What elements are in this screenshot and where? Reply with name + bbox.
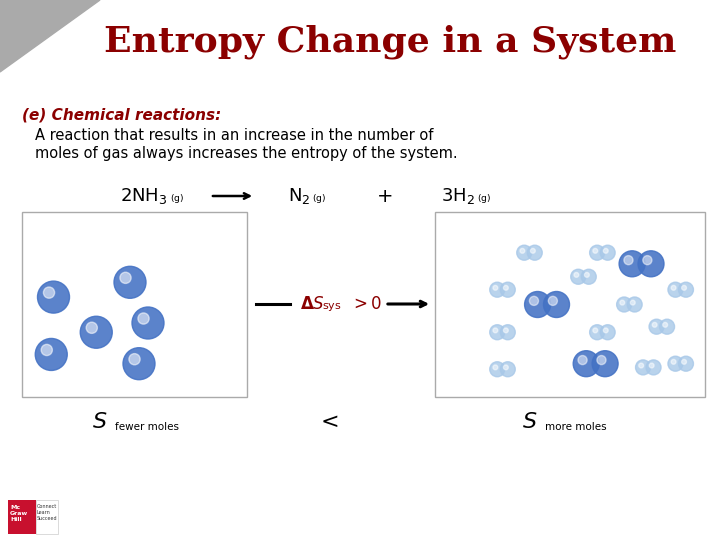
Text: fewer moles: fewer moles (115, 422, 179, 432)
Text: Connect
Learn
Succeed: Connect Learn Succeed (37, 504, 57, 521)
Circle shape (549, 296, 557, 306)
Circle shape (585, 273, 589, 277)
Circle shape (571, 269, 586, 284)
Text: moles of gas always increases the entropy of the system.: moles of gas always increases the entrop… (35, 146, 458, 161)
Text: (e) Chemical reactions:: (e) Chemical reactions: (22, 108, 221, 123)
Circle shape (120, 272, 131, 284)
Circle shape (660, 319, 675, 334)
Circle shape (114, 266, 146, 298)
Circle shape (671, 360, 676, 364)
Text: <: < (320, 412, 339, 432)
Circle shape (597, 355, 606, 364)
Text: Entropy Change in a System: Entropy Change in a System (104, 25, 676, 59)
Circle shape (636, 360, 651, 375)
Circle shape (590, 245, 605, 260)
Circle shape (578, 355, 587, 364)
Circle shape (682, 286, 686, 290)
Circle shape (544, 292, 570, 318)
Circle shape (527, 245, 542, 260)
Circle shape (593, 248, 598, 253)
Text: $\mathregular{_{(g)}}$: $\mathregular{_{(g)}}$ (170, 192, 184, 206)
Circle shape (503, 365, 508, 370)
Circle shape (490, 325, 505, 340)
Circle shape (649, 363, 654, 368)
Circle shape (490, 362, 505, 377)
Circle shape (616, 297, 631, 312)
Circle shape (500, 362, 516, 377)
Text: $\mathregular{N_2}$: $\mathregular{N_2}$ (287, 186, 310, 206)
Text: $\mathregular{_{(g)}}$: $\mathregular{_{(g)}}$ (312, 192, 326, 206)
Circle shape (624, 255, 633, 265)
Circle shape (520, 248, 525, 253)
Circle shape (503, 328, 508, 333)
Text: $\mathbf{\Delta}$$\mathit{S}$: $\mathbf{\Delta}$$\mathit{S}$ (300, 295, 325, 313)
Circle shape (123, 348, 155, 380)
Circle shape (525, 292, 551, 318)
Circle shape (620, 300, 625, 305)
Bar (35, 500, 58, 534)
Circle shape (80, 316, 112, 348)
Circle shape (86, 322, 97, 333)
Circle shape (590, 325, 605, 340)
Circle shape (631, 300, 635, 305)
Circle shape (671, 286, 676, 290)
Circle shape (493, 365, 498, 370)
Circle shape (574, 273, 579, 277)
Circle shape (490, 282, 505, 297)
Text: A reaction that results in an increase in the number of: A reaction that results in an increase i… (35, 128, 433, 143)
Text: $\mathit{S}$: $\mathit{S}$ (92, 411, 108, 433)
Text: $\mathregular{sys}$: $\mathregular{sys}$ (322, 301, 341, 313)
Circle shape (573, 350, 599, 377)
Text: $> 0$: $> 0$ (350, 295, 382, 313)
Circle shape (600, 325, 615, 340)
Circle shape (638, 251, 664, 277)
Circle shape (643, 255, 652, 265)
Bar (435, 212, 705, 397)
Circle shape (493, 286, 498, 290)
Circle shape (603, 248, 608, 253)
Circle shape (43, 287, 55, 298)
Circle shape (517, 245, 532, 260)
Circle shape (503, 286, 508, 290)
Circle shape (619, 251, 645, 277)
Bar (8, 500, 35, 534)
Circle shape (493, 328, 498, 333)
Circle shape (132, 307, 164, 339)
Circle shape (129, 354, 140, 365)
Circle shape (682, 360, 686, 364)
Circle shape (35, 339, 67, 370)
Bar (22, 212, 247, 397)
Circle shape (531, 248, 535, 253)
Circle shape (668, 356, 683, 371)
Circle shape (627, 297, 642, 312)
Circle shape (678, 282, 693, 297)
Circle shape (639, 363, 644, 368)
Circle shape (646, 360, 661, 375)
Circle shape (592, 350, 618, 377)
Circle shape (600, 245, 615, 260)
Circle shape (500, 282, 516, 297)
Text: $\mathregular{3H_2}$: $\mathregular{3H_2}$ (441, 186, 475, 206)
Circle shape (41, 345, 53, 355)
Polygon shape (0, 0, 100, 72)
Circle shape (603, 328, 608, 333)
Circle shape (652, 322, 657, 327)
Text: $\mathit{S}$: $\mathit{S}$ (522, 411, 538, 433)
Circle shape (678, 356, 693, 371)
Circle shape (668, 282, 683, 297)
Text: $\mathregular{2NH_3}$: $\mathregular{2NH_3}$ (120, 186, 168, 206)
Text: +: + (377, 186, 393, 206)
Circle shape (593, 328, 598, 333)
Text: $\mathregular{_{(g)}}$: $\mathregular{_{(g)}}$ (477, 192, 491, 206)
Text: Mc
Graw
Hill: Mc Graw Hill (10, 505, 28, 522)
Circle shape (138, 313, 149, 324)
Circle shape (663, 322, 667, 327)
Circle shape (649, 319, 664, 334)
Circle shape (37, 281, 70, 313)
Text: more moles: more moles (545, 422, 607, 432)
Circle shape (581, 269, 596, 284)
Circle shape (529, 296, 539, 306)
Circle shape (500, 325, 516, 340)
